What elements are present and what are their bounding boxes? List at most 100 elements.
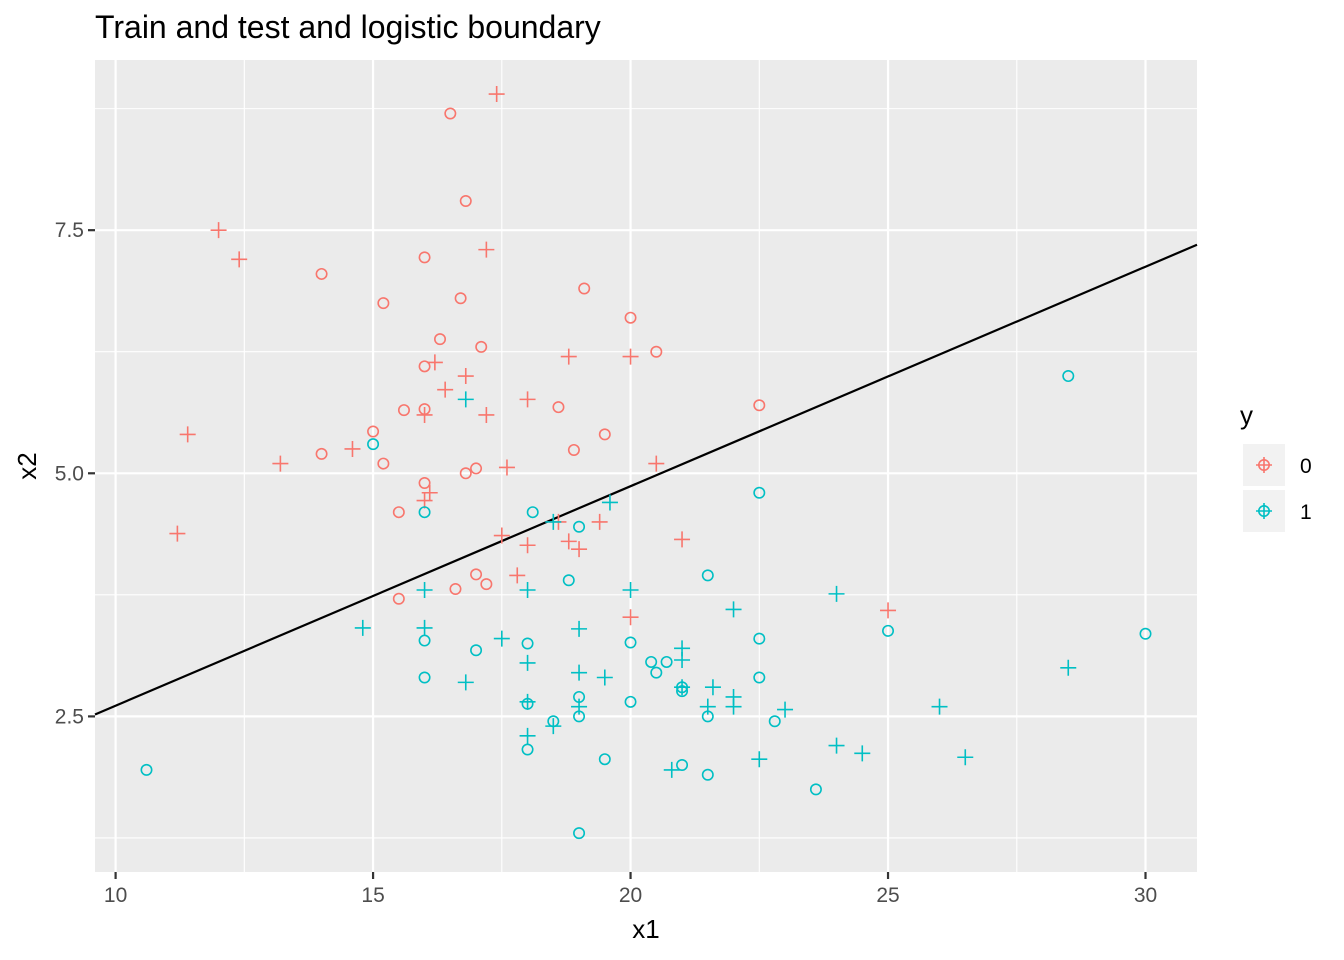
point-circle-y1 bbox=[753, 671, 766, 684]
x-tick-label: 20 bbox=[619, 884, 642, 907]
point-plus-y1 bbox=[457, 674, 474, 691]
point-plus-y1 bbox=[957, 749, 974, 766]
point-circle-y0 bbox=[454, 292, 467, 305]
point-circle-y0 bbox=[567, 443, 580, 456]
point-circle-y1 bbox=[1062, 370, 1075, 383]
y-tick-label: 7.5 bbox=[55, 219, 84, 242]
point-plus-y0 bbox=[571, 541, 588, 558]
point-circle-y1 bbox=[521, 743, 534, 756]
point-plus-y0 bbox=[488, 86, 505, 103]
point-plus-y0 bbox=[509, 567, 526, 584]
point-circle-y1 bbox=[650, 666, 663, 679]
point-plus-y1 bbox=[777, 701, 794, 718]
point-circle-y1 bbox=[367, 438, 380, 451]
point-circle-y1 bbox=[660, 655, 673, 668]
point-circle-y1 bbox=[809, 783, 822, 796]
point-plus-y1 bbox=[545, 513, 562, 530]
point-plus-y1 bbox=[704, 679, 721, 696]
point-plus-y1 bbox=[493, 630, 510, 647]
point-circle-y1 bbox=[753, 486, 766, 499]
point-plus-y0 bbox=[519, 537, 536, 554]
point-plus-y0 bbox=[674, 531, 691, 548]
point-plus-y1 bbox=[1060, 659, 1077, 676]
legend-label-0: 0 bbox=[1300, 455, 1312, 478]
x-axis-title: x1 bbox=[632, 914, 659, 944]
point-plus-y1 bbox=[571, 698, 588, 715]
point-circle-y1 bbox=[701, 569, 714, 582]
point-circle-y1 bbox=[573, 520, 586, 533]
point-circle-y0 bbox=[392, 592, 405, 605]
point-plus-y0 bbox=[416, 406, 433, 423]
x-axis: 10 15 20 25 30 bbox=[104, 872, 1157, 907]
point-circle-y1 bbox=[768, 715, 781, 728]
point-plus-y1 bbox=[519, 727, 536, 744]
point-plus-y0 bbox=[344, 440, 361, 457]
point-circle-y1 bbox=[140, 763, 153, 776]
point-plus-y0 bbox=[498, 459, 515, 476]
point-plus-y1 bbox=[519, 693, 536, 710]
point-circle-y0 bbox=[434, 333, 447, 346]
point-circle-y1 bbox=[562, 574, 575, 587]
point-circle-y0 bbox=[377, 297, 390, 310]
legend-title: y bbox=[1240, 400, 1253, 430]
point-circle-y0 bbox=[578, 282, 591, 295]
point-circle-y1 bbox=[882, 624, 895, 637]
point-plus-y0 bbox=[179, 426, 196, 443]
x-tick-label: 25 bbox=[876, 884, 899, 907]
point-circle-y1 bbox=[526, 506, 539, 519]
point-circle-y0 bbox=[397, 404, 410, 417]
point-plus-y0 bbox=[416, 492, 433, 509]
point-circle-y0 bbox=[449, 583, 462, 596]
point-circle-y0 bbox=[459, 195, 472, 208]
points-layer bbox=[140, 86, 1152, 840]
point-circle-y0 bbox=[470, 568, 483, 581]
point-circle-y1 bbox=[645, 655, 658, 668]
point-plus-y1 bbox=[519, 654, 536, 671]
point-circle-y1 bbox=[753, 632, 766, 645]
point-circle-y1 bbox=[676, 759, 689, 772]
point-circle-y0 bbox=[315, 447, 328, 460]
point-circle-y0 bbox=[418, 477, 431, 490]
point-plus-y1 bbox=[519, 581, 536, 598]
grid-minor bbox=[95, 60, 1197, 872]
point-plus-y1 bbox=[457, 391, 474, 408]
point-plus-y1 bbox=[571, 620, 588, 637]
point-plus-y1 bbox=[854, 745, 871, 762]
point-circle-y1 bbox=[624, 636, 637, 649]
y-axis-title: x2 bbox=[12, 452, 42, 479]
point-plus-y1 bbox=[828, 585, 845, 602]
legend-label-1: 1 bbox=[1300, 501, 1312, 524]
point-plus-y1 bbox=[725, 601, 742, 618]
point-plus-y1 bbox=[828, 737, 845, 754]
point-plus-y1 bbox=[622, 581, 639, 598]
point-plus-y1 bbox=[751, 751, 768, 768]
point-circle-y0 bbox=[470, 462, 483, 475]
point-circle-y1 bbox=[598, 753, 611, 766]
point-circle-y0 bbox=[418, 360, 431, 373]
point-circle-y0 bbox=[650, 345, 663, 358]
x-tick-label: 10 bbox=[104, 884, 127, 907]
point-circle-y1 bbox=[701, 768, 714, 781]
point-circle-y0 bbox=[624, 311, 637, 324]
point-circle-y0 bbox=[418, 251, 431, 264]
point-circle-y0 bbox=[598, 428, 611, 441]
point-plus-y0 bbox=[426, 354, 443, 371]
point-circle-y1 bbox=[624, 695, 637, 708]
point-plus-y0 bbox=[437, 381, 454, 398]
point-plus-y1 bbox=[725, 698, 742, 715]
point-circle-y1 bbox=[1139, 627, 1152, 640]
point-plus-y0 bbox=[210, 222, 227, 239]
point-circle-y1 bbox=[470, 644, 483, 657]
point-plus-y0 bbox=[478, 241, 495, 258]
point-plus-y0 bbox=[560, 533, 577, 550]
point-plus-y1 bbox=[416, 619, 433, 636]
point-circle-y0 bbox=[475, 340, 488, 353]
legend-plus-marker bbox=[1256, 457, 1272, 473]
legend: y 0 1 bbox=[1240, 400, 1312, 532]
point-circle-y0 bbox=[367, 425, 380, 438]
point-plus-y1 bbox=[601, 494, 618, 511]
y-axis: 2.5 5.0 7.5 bbox=[55, 219, 95, 728]
point-plus-y1 bbox=[354, 619, 371, 636]
y-tick-label: 5.0 bbox=[55, 462, 84, 485]
